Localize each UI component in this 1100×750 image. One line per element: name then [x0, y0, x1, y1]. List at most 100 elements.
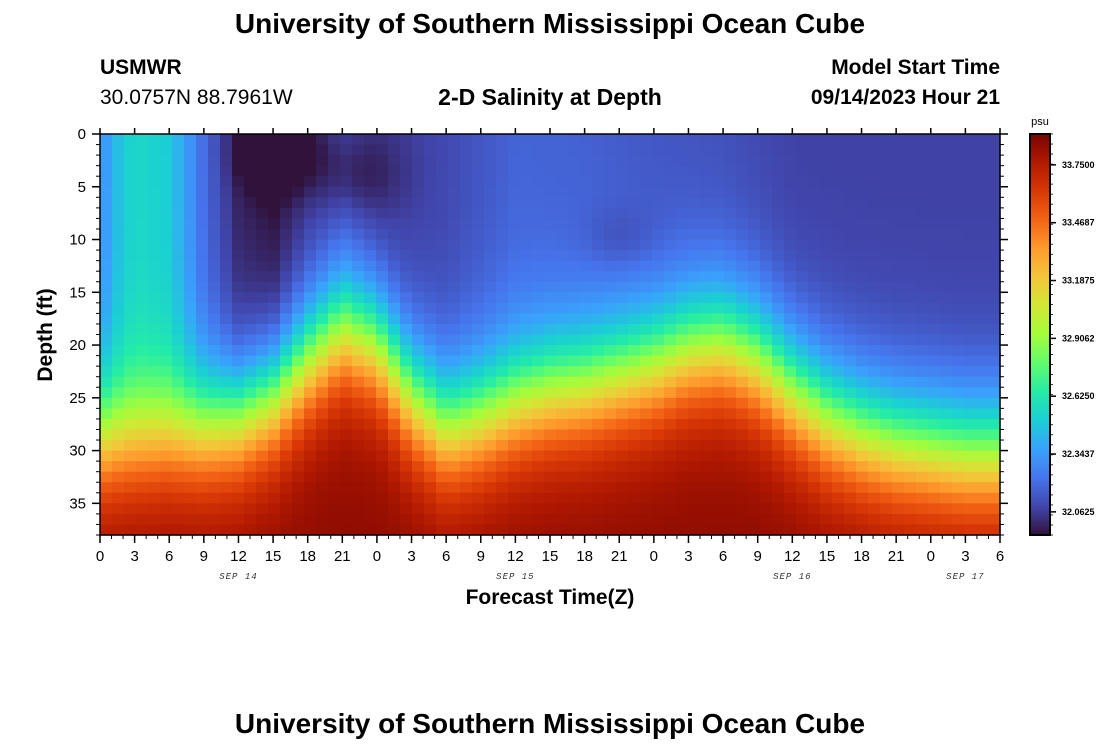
heatmap-cell [352, 207, 365, 220]
heatmap-cell [868, 334, 881, 346]
heatmap-cell [184, 313, 197, 325]
heatmap-cell [568, 197, 581, 209]
heatmap-cell [364, 134, 377, 146]
heatmap-cell [736, 355, 749, 367]
heatmap-cell [316, 387, 329, 399]
heatmap-cell [712, 376, 725, 388]
heatmap-cell [292, 302, 305, 314]
heatmap-cell [256, 144, 269, 156]
heatmap-cell [292, 313, 305, 325]
heatmap-cell [748, 450, 761, 462]
heatmap-cell [664, 355, 677, 367]
heatmap-cell [628, 228, 641, 241]
heatmap-cell [376, 513, 389, 526]
heatmap-cell [172, 134, 185, 146]
heatmap-cell [880, 271, 893, 283]
heatmap-cell [520, 292, 533, 304]
heatmap-cell [424, 429, 437, 441]
heatmap-cell [748, 144, 761, 156]
heatmap-cell [856, 513, 869, 526]
heatmap-cell [424, 281, 437, 293]
heatmap-cell [484, 450, 497, 462]
heatmap-cell [952, 292, 965, 304]
heatmap-cell [904, 450, 917, 462]
heatmap-cell [724, 513, 737, 526]
heatmap-cell [724, 176, 737, 188]
heatmap-cell [508, 313, 521, 325]
heatmap-cell [736, 313, 749, 325]
heatmap-cell [448, 471, 461, 483]
heatmap-cell [988, 134, 1001, 146]
heatmap-cell [532, 218, 545, 230]
heatmap-cell [892, 218, 905, 230]
heatmap-cell [784, 450, 797, 462]
heatmap-cell [292, 482, 305, 494]
heatmap-cell [364, 482, 377, 494]
heatmap-cell [472, 397, 485, 409]
heatmap-cell [952, 218, 965, 230]
heatmap-cell [736, 260, 749, 272]
heatmap-cell [160, 482, 173, 494]
heatmap-cell [568, 440, 581, 452]
heatmap-cell [928, 461, 941, 473]
heatmap-cell [136, 429, 149, 441]
heatmap-cell [892, 366, 905, 378]
heatmap-cell [196, 513, 209, 526]
heatmap-cell [472, 207, 485, 220]
heatmap-cell [508, 471, 521, 483]
heatmap-cell [316, 503, 329, 515]
heatmap-cell [916, 176, 929, 188]
heatmap-cell [556, 334, 569, 346]
heatmap-cell [712, 281, 725, 293]
heatmap-cell [340, 461, 353, 473]
heatmap-cell [436, 524, 449, 536]
heatmap-cell [112, 197, 125, 209]
heatmap-cell [700, 218, 713, 230]
heatmap-cell [664, 334, 677, 346]
heatmap-cell [544, 197, 557, 209]
heatmap-cell [184, 440, 197, 452]
heatmap-cell [544, 176, 557, 188]
heatmap-cell [292, 376, 305, 388]
heatmap-cell [304, 524, 317, 536]
heatmap-cell [628, 250, 641, 262]
heatmap-cell [808, 408, 821, 420]
heatmap-cell [760, 134, 773, 146]
heatmap-cell [736, 408, 749, 420]
heatmap-cell [292, 503, 305, 515]
heatmap-cell [592, 524, 605, 536]
heatmap-cell [520, 271, 533, 283]
heatmap-cell [940, 334, 953, 346]
heatmap-cell [604, 513, 617, 526]
heatmap-cell [364, 418, 377, 431]
heatmap-cell [748, 228, 761, 241]
heatmap-cell [832, 186, 845, 198]
heatmap-cell [904, 334, 917, 346]
heatmap-cell [376, 355, 389, 367]
heatmap-cell [808, 376, 821, 388]
heatmap-cell [136, 418, 149, 431]
heatmap-cell [112, 228, 125, 241]
heatmap-cell [448, 155, 461, 167]
heatmap-cell [484, 513, 497, 526]
heatmap-cell [640, 450, 653, 462]
heatmap-cell [748, 408, 761, 420]
heatmap-cell [652, 440, 665, 452]
heatmap-cell [364, 492, 377, 504]
heatmap-cell [580, 239, 593, 251]
heatmap-cell [352, 281, 365, 293]
heatmap-cell [916, 260, 929, 272]
heatmap-cell [988, 281, 1001, 293]
heatmap-cell [184, 197, 197, 209]
heatmap-cell [724, 408, 737, 420]
heatmap-cell [784, 513, 797, 526]
heatmap-cell [736, 323, 749, 336]
heatmap-cell [568, 387, 581, 399]
heatmap-cell [172, 176, 185, 188]
heatmap-cell [664, 155, 677, 167]
heatmap-cell [256, 176, 269, 188]
heatmap-cell [808, 397, 821, 409]
heatmap-cell [892, 355, 905, 367]
heatmap-cell [148, 281, 161, 293]
heatmap-cell [352, 260, 365, 272]
